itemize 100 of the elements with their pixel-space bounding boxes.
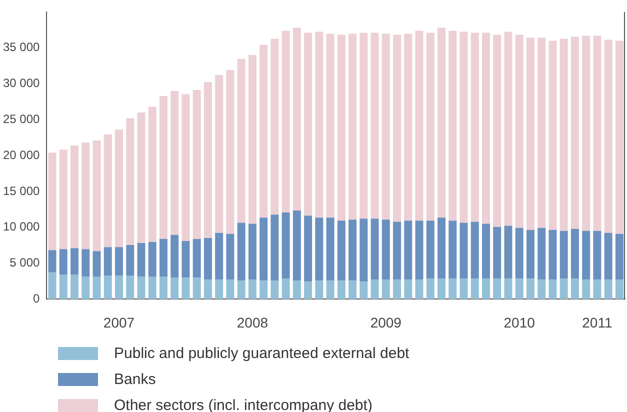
x-tick-label: 2009 [370,314,402,330]
bar [204,82,212,238]
bar [70,274,79,300]
y-tick-label: 35 000 [3,40,40,54]
bar [126,118,134,245]
bar [148,276,156,300]
bar [159,238,168,277]
bar [237,222,246,281]
bar [560,278,568,300]
bar [48,152,56,250]
bar [382,34,390,220]
bar [582,230,590,280]
bar [393,222,402,280]
bar [159,276,168,300]
y-tick-label: 30 000 [3,76,40,90]
bar [560,230,568,279]
bar [270,38,279,215]
bar [482,278,490,300]
bar [192,238,201,278]
bar [126,276,134,300]
bar [182,94,190,242]
bar [438,278,446,300]
bar [538,228,546,280]
bar [593,36,602,231]
bar [315,32,324,218]
y-tick-label: 20 000 [3,148,40,162]
bar [226,70,234,234]
bar [515,228,524,279]
bar [593,230,602,280]
bar [493,278,502,300]
bar [415,220,424,280]
legend-label: Banks [114,370,156,388]
bar [114,276,123,300]
bar [448,220,457,279]
bar [326,218,334,281]
bar [70,248,79,274]
bar [270,214,279,281]
bar [348,220,357,281]
bar [248,280,256,300]
x-tick-label: 2007 [103,314,135,330]
bar [337,34,346,221]
bar [215,74,224,233]
bar [326,34,334,218]
bar [104,276,112,300]
bar [137,276,146,300]
bar [426,278,434,300]
bar [504,32,512,226]
bar [360,218,368,282]
bar [582,280,590,300]
legend-label: Public and publicly guaranteed external debt [114,344,410,362]
bar [470,32,479,222]
bar [59,274,68,300]
bar [104,247,112,276]
bar [493,34,502,227]
y-tick-label: 15 000 [3,184,40,198]
bar [370,218,379,280]
bar [538,280,546,300]
bar [260,218,268,281]
bar [260,44,268,218]
bar [304,282,312,300]
bar [282,30,290,213]
bar [460,278,468,300]
bar [292,280,301,300]
bar [504,278,512,300]
y-tick-label: 5 000 [10,256,40,270]
bar [526,230,534,279]
bar [126,244,134,276]
bar [448,278,457,300]
bar [326,280,334,300]
bar [482,32,490,224]
bar [538,38,546,228]
bar [370,32,379,219]
bar [248,54,256,224]
bar [470,222,479,279]
bar [82,142,90,250]
bar [570,278,579,300]
bar [170,234,179,278]
bar [370,280,379,300]
bar [460,222,468,279]
bar [604,40,612,233]
bar [548,230,557,280]
bar [215,280,224,300]
bar [137,112,146,243]
bar [604,280,612,300]
bar [59,249,68,274]
bar [48,272,56,300]
bar [304,216,312,282]
bar [582,36,590,231]
bar [337,280,346,300]
y-tick-label: 10 000 [3,220,40,234]
bar [404,280,412,300]
bar [604,232,612,280]
bar [438,218,446,279]
bar [393,280,402,300]
bar [226,280,234,300]
bar [292,210,301,281]
bar [493,226,502,279]
bar [526,38,534,230]
bar [382,280,390,300]
bar [482,224,490,279]
